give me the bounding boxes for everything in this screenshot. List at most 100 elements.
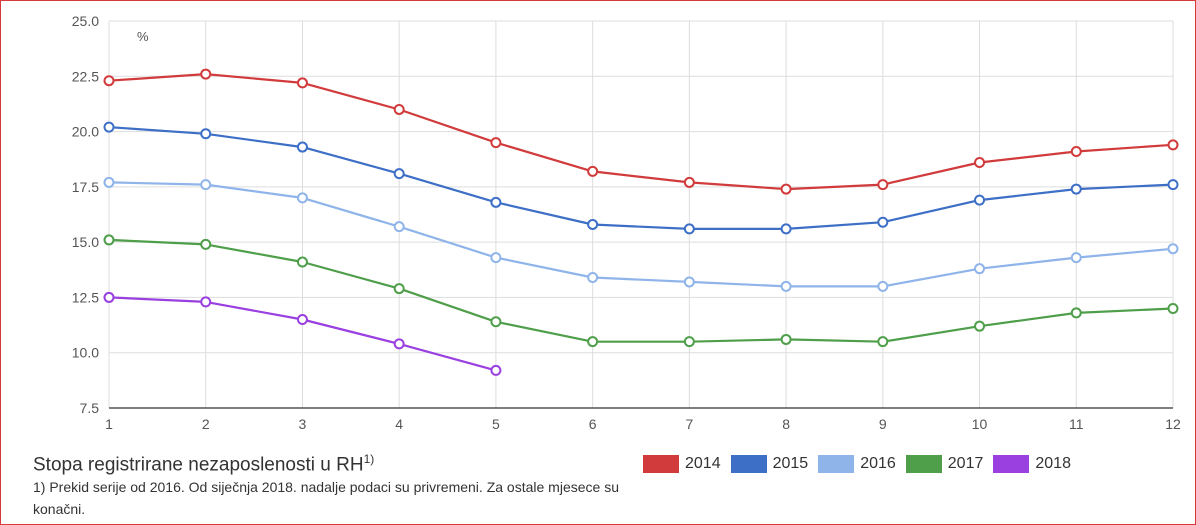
legend-item-2017[interactable]: 2017 xyxy=(905,455,984,473)
data-point-2016[interactable] xyxy=(393,221,405,233)
data-point-2015[interactable] xyxy=(393,168,405,180)
data-point-2014[interactable] xyxy=(877,179,889,191)
legend-label: 2018 xyxy=(1035,455,1071,472)
y-tick-label: 22.5 xyxy=(72,68,99,84)
legend-swatch xyxy=(905,455,942,473)
data-point-2018[interactable] xyxy=(103,291,115,303)
data-point-2016[interactable] xyxy=(587,272,599,284)
x-tick-label: 11 xyxy=(1069,416,1084,432)
data-point-2016[interactable] xyxy=(683,276,695,288)
y-tick-label: 12.5 xyxy=(72,289,99,305)
y-tick-label: 17.5 xyxy=(72,179,99,195)
data-point-2015[interactable] xyxy=(200,128,212,140)
data-point-2017[interactable] xyxy=(877,336,889,348)
legend-swatch xyxy=(993,455,1030,473)
series-line-2015 xyxy=(108,126,1174,230)
x-tick-label: 3 xyxy=(299,416,307,432)
data-point-2017[interactable] xyxy=(393,283,405,295)
data-point-2017[interactable] xyxy=(1070,307,1082,319)
x-tick-label: 8 xyxy=(782,416,790,432)
data-point-2014[interactable] xyxy=(974,157,986,169)
data-point-2014[interactable] xyxy=(1167,139,1179,151)
chart-title: Stopa registrirane nezaposlenosti u RH1) xyxy=(33,452,374,476)
data-point-2015[interactable] xyxy=(877,216,889,228)
data-point-2014[interactable] xyxy=(587,165,599,177)
data-point-2018[interactable] xyxy=(296,314,308,326)
data-point-2017[interactable] xyxy=(974,320,986,332)
legend-item-2015[interactable]: 2015 xyxy=(730,455,809,473)
data-point-2018[interactable] xyxy=(393,338,405,350)
data-point-2014[interactable] xyxy=(1070,145,1082,157)
legend-swatch xyxy=(643,455,679,473)
data-point-2016[interactable] xyxy=(1070,252,1082,264)
legend-swatch xyxy=(818,455,855,473)
data-point-2016[interactable] xyxy=(974,263,986,275)
data-point-2016[interactable] xyxy=(200,179,212,191)
x-tick-label: 1 xyxy=(105,416,113,432)
chart-title-footnote-mark: 1) xyxy=(363,452,375,466)
data-point-2016[interactable] xyxy=(877,280,889,292)
data-point-2017[interactable] xyxy=(780,333,792,345)
y-tick-label: 7.5 xyxy=(80,400,100,416)
footnote-line-1: 1) Prekid serije od 2016. Od siječnja 20… xyxy=(33,479,619,495)
legend-label: 2017 xyxy=(947,455,984,472)
data-point-2015[interactable] xyxy=(103,121,115,133)
x-tick-label: 5 xyxy=(492,416,500,432)
data-point-2017[interactable] xyxy=(490,316,502,328)
data-point-2015[interactable] xyxy=(780,223,792,235)
data-point-2016[interactable] xyxy=(103,176,115,188)
data-point-2014[interactable] xyxy=(683,176,695,188)
data-point-2017[interactable] xyxy=(683,336,695,348)
legend-label: 2015 xyxy=(772,455,809,472)
legend: 2014 2015 2016 2017 2018 xyxy=(643,455,1071,473)
series-line-2014 xyxy=(108,72,1174,191)
data-point-2014[interactable] xyxy=(200,68,212,80)
x-tick-label: 9 xyxy=(879,416,887,432)
data-point-2015[interactable] xyxy=(296,141,308,153)
legend-item-2018[interactable]: 2018 xyxy=(993,455,1071,473)
footnote: 1) Prekid serije od 2016. Od siječnja 20… xyxy=(33,476,973,520)
data-point-2018[interactable] xyxy=(490,364,502,376)
data-point-2014[interactable] xyxy=(296,77,308,89)
data-point-2017[interactable] xyxy=(1167,302,1179,314)
data-point-2016[interactable] xyxy=(1167,243,1179,255)
y-tick-label: 10.0 xyxy=(72,345,99,361)
legend-item-2016[interactable]: 2016 xyxy=(818,455,896,473)
data-point-2016[interactable] xyxy=(296,192,308,204)
axes: 7.510.012.515.017.520.022.525.01 2 3 4 5 6 7 8 9… xyxy=(72,13,1181,432)
legend-item-2014[interactable]: 2014 xyxy=(643,455,721,473)
legend-swatch xyxy=(730,455,767,473)
data-point-2017[interactable] xyxy=(200,238,212,250)
x-tick-label: 12 xyxy=(1165,416,1181,432)
data-point-2015[interactable] xyxy=(683,223,695,235)
data-point-2017[interactable] xyxy=(296,256,308,268)
y-tick-label: 25.0 xyxy=(72,13,99,29)
chart-title-text: Stopa registrirane nezaposlenosti u RH xyxy=(33,454,364,476)
data-point-2016[interactable] xyxy=(490,252,502,264)
data-point-2017[interactable] xyxy=(587,336,599,348)
data-point-2016[interactable] xyxy=(780,280,792,292)
series-lines xyxy=(108,72,1174,372)
data-point-2015[interactable] xyxy=(1070,183,1082,195)
data-point-2014[interactable] xyxy=(393,103,405,115)
y-tick-label: 20.0 xyxy=(72,124,99,140)
line-chart: 7.510.012.515.017.520.022.525.01 2 3 4 5 6 7 8 9… xyxy=(72,13,1181,432)
y-tick-label: 15.0 xyxy=(72,234,99,250)
legend-label: 2014 xyxy=(685,455,721,472)
y-unit-label: % xyxy=(137,29,149,44)
data-point-2014[interactable] xyxy=(780,183,792,195)
data-point-2018[interactable] xyxy=(200,296,212,308)
data-point-2015[interactable] xyxy=(974,194,986,206)
series-markers xyxy=(103,68,1179,376)
data-point-2015[interactable] xyxy=(490,196,502,208)
data-point-2014[interactable] xyxy=(103,75,115,87)
series-line-2016 xyxy=(108,181,1174,288)
footnote-line-2: konačni. xyxy=(33,501,86,517)
data-point-2014[interactable] xyxy=(490,137,502,149)
data-point-2015[interactable] xyxy=(1167,179,1179,191)
x-tick-label: 7 xyxy=(685,416,693,432)
data-point-2017[interactable] xyxy=(103,234,115,246)
x-tick-label: 6 xyxy=(589,416,597,432)
data-point-2015[interactable] xyxy=(587,218,599,230)
